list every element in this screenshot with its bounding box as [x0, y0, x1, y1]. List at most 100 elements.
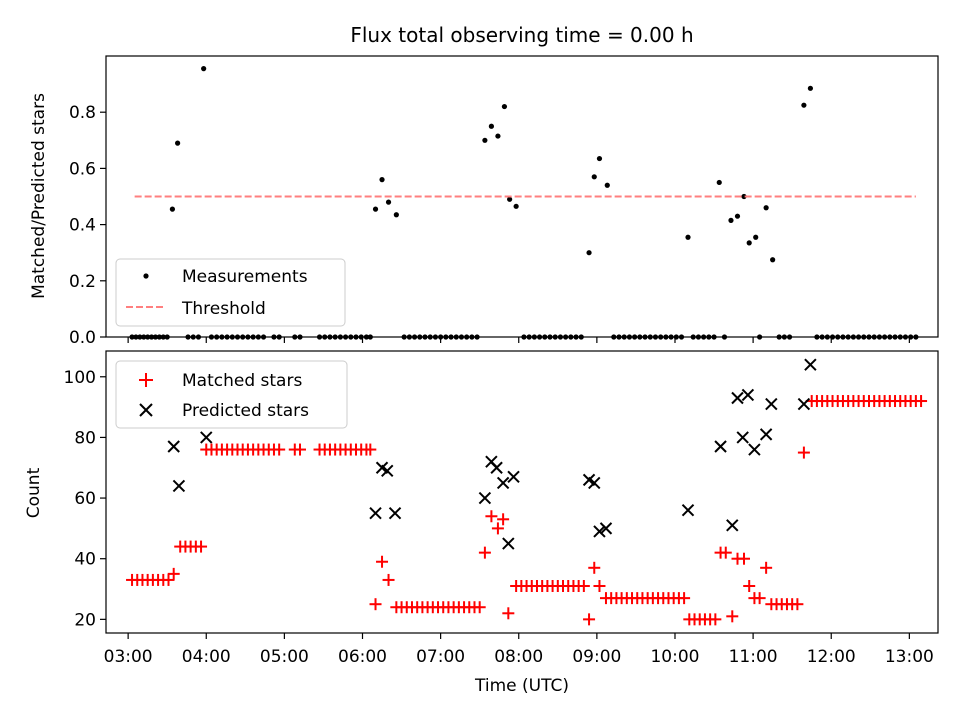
measurement-point: [513, 203, 519, 209]
bottom-y-tick-label: 100: [64, 368, 96, 388]
bottom-x-tick-label: 08:00: [494, 647, 543, 667]
predicted-stars-point: [593, 525, 606, 538]
measurement-point: [393, 212, 399, 218]
chart-title: Flux total observing time = 0.00 h: [350, 23, 693, 47]
top-panel-y-label: Matched/Predicted stars: [29, 93, 49, 299]
bottom-x-tick-label: 12:00: [807, 647, 856, 667]
matched-stars-point: [497, 513, 510, 526]
bottom-panel-x-label: Time (UTC): [474, 676, 569, 696]
matched-stars-point: [364, 443, 377, 456]
matched-stars-point: [491, 522, 504, 535]
predicted-stars-point: [765, 397, 778, 411]
matched-stars-point: [485, 510, 498, 523]
matched-stars-point: [719, 546, 732, 559]
matched-stars-point: [737, 552, 750, 565]
matched-stars-point: [577, 580, 590, 592]
measurement-point: [488, 123, 495, 129]
bottom-x-tick-label: 13:00: [885, 647, 934, 667]
top-panel: 0.00.20.40.60.8 Matched/Predicted stars …: [29, 55, 939, 348]
matched-stars-point: [478, 546, 491, 559]
matched-stars-point: [678, 592, 691, 605]
matched-stars-point: [583, 613, 596, 626]
legend-matched-marker: [139, 373, 153, 387]
measurement-point: [507, 196, 513, 202]
measurement-point: [801, 102, 807, 108]
matched-stars-point: [726, 610, 739, 623]
top-panel-legend: Measurements Threshold: [115, 258, 346, 327]
measurement-point: [379, 177, 385, 183]
measurement-point: [807, 85, 814, 91]
predicted-stars-point: [599, 522, 613, 535]
legend-threshold-label: Threshold: [181, 299, 266, 319]
matched-stars-point: [273, 443, 286, 456]
bottom-panel-x-ticks: 03:00 04:00 05:00 06:00 07:00 08:00 09:00 10:00…: [104, 633, 934, 667]
bottom-x-tick-label: 03:00: [104, 647, 153, 667]
bottom-x-tick-label: 09:00: [572, 647, 621, 667]
matched-stars-point: [791, 598, 804, 611]
matched-stars-point: [709, 613, 722, 626]
bottom-x-tick-label: 04:00: [182, 647, 231, 667]
top-panel-frame: [105, 55, 939, 338]
bottom-y-tick-label: 60: [74, 489, 96, 509]
matched-stars-point: [294, 443, 307, 456]
measurement-point: [734, 213, 741, 219]
predicted-stars-point: [741, 388, 755, 402]
matched-stars-point: [376, 555, 389, 568]
predicted-stars-point: [200, 431, 213, 444]
measurement-point: [728, 217, 734, 223]
top-y-tick-label: 0.0: [69, 328, 96, 348]
top-panel-legend-box: [115, 258, 346, 327]
top-y-tick-label: 0.2: [69, 272, 96, 292]
measurement-point: [741, 193, 747, 200]
top-y-tick-label: 0.6: [69, 159, 96, 179]
measurement-point: [495, 133, 501, 139]
predicted-stars-point: [381, 464, 394, 477]
predicted-stars-point: [490, 461, 503, 474]
predicted-stars-point: [496, 476, 510, 490]
matched-stars-point: [473, 601, 486, 614]
predicted-stars-point: [369, 507, 382, 520]
predicted-stars-point: [726, 519, 739, 532]
measurement-point: [753, 234, 759, 240]
bottom-panel-y-label: Count: [24, 467, 44, 518]
predicted-stars-point: [502, 537, 515, 550]
predicted-stars-point: [804, 358, 817, 371]
matched-stars-point: [502, 607, 515, 620]
predicted-stars-point: [731, 391, 744, 405]
matched-stars-point: [797, 446, 810, 459]
bottom-x-tick-label: 06:00: [338, 647, 387, 667]
measurement-point: [586, 250, 592, 256]
measurement-point: [770, 257, 776, 263]
measurement-point: [746, 240, 752, 246]
measurement-point: [716, 179, 722, 186]
measurement-point: [604, 182, 610, 188]
matched-stars-point: [382, 573, 395, 586]
matched-stars-point: [760, 561, 773, 574]
measurement-point: [501, 103, 508, 110]
legend-measurements-marker: [143, 273, 149, 279]
measurement-point: [591, 174, 597, 180]
bottom-panel-frame: [105, 350, 939, 634]
predicted-stars-point: [759, 428, 773, 441]
measurement-point: [685, 234, 691, 240]
bottom-panel: 20 40 60 80 100 03:00 04:00 05:00 06:00 07:00 08:…: [24, 350, 939, 696]
bottom-panel-marks: [126, 358, 928, 626]
predicted-stars-point: [172, 479, 186, 493]
legend-measurements-label: Measurements: [182, 267, 308, 287]
predicted-stars-point: [588, 476, 601, 490]
matched-stars-point: [162, 573, 175, 586]
matched-stars-point: [195, 540, 208, 553]
predicted-stars-point: [507, 470, 520, 484]
predicted-stars-point: [748, 443, 761, 456]
measurement-point: [385, 199, 392, 205]
top-panel-x-ticks: [127, 337, 910, 343]
predicted-stars-point: [388, 507, 402, 520]
measurement-point: [169, 206, 176, 212]
measurement-point: [596, 155, 603, 162]
bottom-x-tick-label: 11:00: [729, 647, 778, 667]
legend-predicted-marker: [139, 403, 153, 417]
bottom-x-tick-label: 05:00: [260, 647, 309, 667]
measurement-point: [201, 66, 207, 72]
bottom-x-tick-label: 10:00: [650, 647, 699, 667]
